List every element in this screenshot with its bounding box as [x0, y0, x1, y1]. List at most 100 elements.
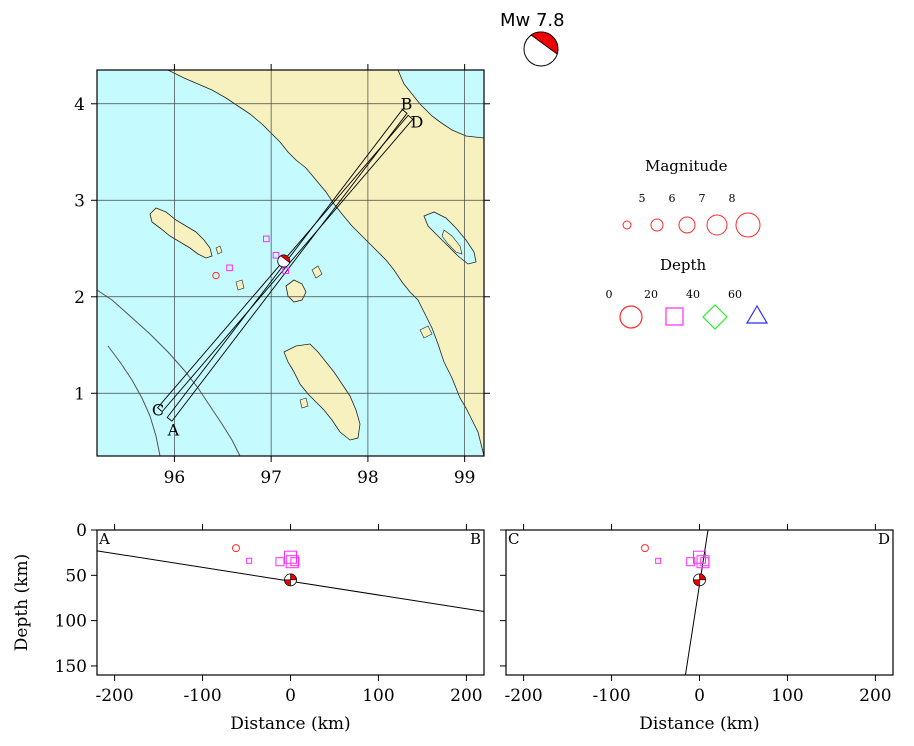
- profile-swath: [166, 109, 408, 422]
- legend: Magnitude 5 6 7 8 Depth 0 20 40 60: [606, 157, 769, 330]
- legend-magnitude-value: 8: [729, 192, 736, 205]
- map-lat-tick-label: 4: [74, 95, 85, 115]
- beachball-compression: [530, 31, 559, 55]
- section-left-label: C: [508, 530, 519, 548]
- section-x-tick-label: -200: [95, 686, 133, 706]
- section-x-tick-label: 100: [771, 686, 803, 706]
- legend-depth-triangle: [745, 304, 769, 324]
- map-lon-tick-label: 99: [454, 468, 476, 488]
- section-event-square: [285, 555, 299, 569]
- profile-start-label: C: [152, 401, 164, 420]
- nias-island: [283, 343, 361, 441]
- map-aftershocks: [212, 235, 291, 280]
- section-x-tick-label: 100: [362, 686, 394, 706]
- map-frame: [96, 69, 485, 457]
- section-mainshock-fill: [284, 573, 297, 587]
- section-mainshock-fill: [693, 573, 706, 587]
- map-tick-labels: 96 97 98 99 1 2 3 4: [74, 64, 490, 488]
- legend-magnitude-circle: [650, 218, 664, 232]
- map-mainshock-fill: [280, 254, 291, 264]
- legend-depth-circle: [619, 305, 643, 329]
- section-right-label: D: [878, 530, 890, 548]
- map-lon-tick-label: 97: [260, 468, 282, 488]
- section-event-square: [275, 557, 285, 567]
- profile-lines: A B C D: [152, 94, 423, 439]
- section-y-tick-label: 100: [55, 612, 87, 632]
- section-y-tick-label: 150: [55, 657, 87, 677]
- map-land-group: [97, 70, 484, 456]
- section-content: [640, 530, 710, 675]
- section-left-label: A: [98, 530, 110, 548]
- section-x-tick-label: -100: [183, 686, 221, 706]
- map-aftershock-circle: [212, 271, 220, 280]
- map-panel: A B C D 96 97 98 99 1 2 3 4: [74, 64, 490, 488]
- slab-line: [684, 530, 709, 675]
- cross-sections: A B -200 -100 0 100 200 0 50 100 150 Distance (km) D…: [12, 521, 894, 734]
- section-x-tick-label: 200: [450, 686, 482, 706]
- map-graticule: [97, 70, 484, 456]
- map-lat-tick-label: 3: [74, 191, 85, 211]
- small-island: [311, 265, 323, 279]
- legend-depth-scale: 0 20 40 60: [606, 288, 769, 330]
- section-x-tick-label: 0: [285, 686, 296, 706]
- profile-start-label: A: [167, 420, 180, 439]
- map-aftershock-square: [263, 235, 270, 243]
- map-aftershock-square: [272, 251, 280, 259]
- legend-magnitude-value: 6: [669, 192, 676, 205]
- map-lon-tick-label: 96: [164, 468, 186, 488]
- legend-depth-title: Depth: [660, 256, 707, 274]
- small-island: [235, 279, 245, 291]
- trench-line: [107, 345, 161, 456]
- section-y-tick-label: 50: [65, 566, 87, 586]
- section-event-square: [700, 557, 710, 567]
- small-island: [299, 397, 309, 409]
- section-xlabel: Distance (km): [230, 714, 350, 734]
- legend-magnitude-circle: [706, 214, 728, 236]
- section-x-tick-label: -100: [592, 686, 630, 706]
- section-ylabel: Depth (km): [12, 554, 32, 651]
- legend-depth-value: 20: [644, 288, 658, 301]
- section-event-circle: [231, 544, 240, 553]
- section-right-label: B: [470, 530, 481, 548]
- profile-end-label: B: [401, 94, 413, 113]
- legend-magnitude-circle: [622, 220, 632, 230]
- legend-magnitude-value: 5: [639, 192, 646, 205]
- section-x-tick-label: 200: [859, 686, 891, 706]
- section-event-square: [290, 557, 300, 567]
- mainshock-beachball: Mw 7.8: [500, 10, 565, 67]
- section-xlabel: Distance (km): [639, 714, 759, 734]
- legend-magnitude-title: Magnitude: [645, 157, 728, 175]
- section-content: [97, 544, 484, 613]
- section-frame: [505, 529, 894, 676]
- magnitude-label: Mw 7.8: [500, 10, 565, 31]
- cross-section-panel: C D -200 -100 0 100 200 Distance (km): [500, 524, 894, 734]
- legend-magnitude-value: 7: [699, 192, 706, 205]
- section-x-tick-label: 0: [694, 686, 705, 706]
- legend-depth-value: 40: [686, 288, 700, 301]
- legend-depth-square: [665, 307, 684, 326]
- map-aftershock-square: [226, 264, 233, 272]
- legend-magnitude-circle: [678, 216, 696, 234]
- legend-depth-value: 60: [728, 288, 742, 301]
- samosir-island: [441, 229, 463, 255]
- legend-depth-diamond: [702, 304, 728, 330]
- section-frame: [96, 529, 485, 676]
- map-aftershock-square: [282, 267, 289, 275]
- small-island: [419, 325, 433, 339]
- section-event-square: [693, 550, 706, 564]
- sumatra-landmass: [167, 70, 484, 456]
- section-event-square: [655, 557, 662, 564]
- map-lat-tick-label: 2: [74, 288, 85, 308]
- legend-magnitude-scale: 5 6 7 8: [622, 192, 761, 238]
- trench-line: [97, 289, 241, 456]
- section-x-tick-label: -200: [504, 686, 542, 706]
- legend-depth-value: 0: [606, 288, 613, 301]
- section-y-tick-label: 0: [76, 521, 87, 541]
- section-event-square: [246, 557, 253, 564]
- section-event-circle: [640, 544, 649, 553]
- simeulue-island: [149, 207, 213, 259]
- profile-end-label: D: [410, 112, 423, 131]
- map-lat-tick-label: 1: [74, 384, 85, 404]
